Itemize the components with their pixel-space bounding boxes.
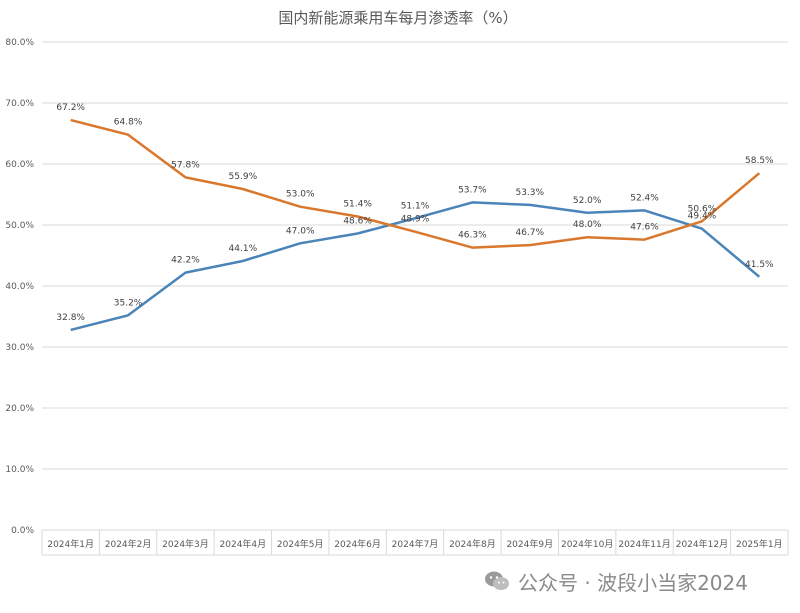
y-tick-label: 10.0%: [5, 465, 34, 475]
data-label: 50.6%: [688, 204, 717, 214]
chart-title: 国内新能源乘用车每月渗透率（%）: [278, 9, 517, 27]
watermark-text: 公众号 · 波段小当家2024: [518, 570, 748, 595]
y-tick-label: 70.0%: [5, 99, 34, 109]
data-label: 48.9%: [401, 215, 430, 225]
x-tick-label: 2024年9月: [506, 538, 553, 550]
watermark: 公众号 · 波段小当家2024: [484, 567, 748, 595]
x-axis-ticks: 2024年1月 2024年2月 2024年3月 2024年4月 2024年5月 2024年…: [47, 538, 782, 550]
data-label: 46.3%: [458, 231, 487, 241]
x-tick-label: 2024年1月: [47, 538, 94, 550]
data-label: 53.7%: [458, 185, 487, 195]
data-label: 48.0%: [573, 220, 602, 230]
x-tick-label: 2024年11月: [618, 538, 670, 550]
data-label: 55.9%: [229, 172, 258, 182]
y-tick-label: 50.0%: [5, 221, 34, 231]
data-labels: 32.8% 35.2% 42.2% 44.1% 47.0% 48.6% 51.1% 53.7%…: [56, 103, 774, 323]
data-label: 32.8%: [56, 313, 85, 323]
y-tick-label: 20.0%: [5, 404, 34, 414]
data-label: 51.4%: [343, 199, 372, 209]
y-tick-label: 80.0%: [5, 38, 34, 48]
x-tick-label: 2024年5月: [277, 538, 324, 550]
data-label: 64.8%: [114, 118, 143, 128]
data-label: 44.1%: [229, 244, 258, 254]
data-label: 52.4%: [630, 193, 659, 203]
x-tick-label: 2025年1月: [736, 538, 783, 550]
data-label: 51.1%: [401, 201, 430, 211]
x-tick-label: 2024年7月: [392, 538, 439, 550]
series-line-1: [70, 201, 761, 332]
data-label: 42.2%: [171, 256, 200, 266]
y-tick-label: 40.0%: [5, 282, 34, 292]
data-label: 35.2%: [114, 298, 143, 308]
wechat-icon: [485, 571, 509, 590]
data-label: 47.0%: [286, 226, 315, 236]
y-axis-ticks: 0.0% 10.0% 20.0% 30.0% 40.0% 50.0% 60.0% 70.0% 8…: [5, 38, 34, 536]
x-tick-label: 2024年6月: [334, 538, 381, 550]
x-tick-label: 2024年3月: [162, 538, 209, 550]
data-label: 53.3%: [515, 188, 544, 198]
x-tick-label: 2024年4月: [220, 538, 267, 550]
data-label: 53.0%: [286, 190, 315, 200]
data-label: 46.7%: [515, 228, 544, 238]
grid-lines: [41, 41, 789, 556]
y-tick-label: 60.0%: [5, 160, 34, 170]
data-label: 47.6%: [630, 223, 659, 233]
data-label: 67.2%: [56, 103, 85, 113]
x-tick-label: 2024年12月: [676, 538, 728, 550]
data-label: 48.6%: [343, 217, 372, 227]
series-line-2: [70, 118, 761, 249]
data-label: 41.5%: [745, 260, 774, 270]
x-tick-label: 2024年10月: [561, 538, 613, 550]
data-label: 49.4%: [688, 212, 717, 222]
series-lines: [70, 118, 761, 332]
y-tick-label: 0.0%: [11, 526, 34, 536]
data-label: 52.0%: [573, 196, 602, 206]
data-label: 57.8%: [171, 160, 200, 170]
y-tick-label: 30.0%: [5, 343, 34, 353]
data-label: 58.5%: [745, 156, 774, 166]
x-tick-label: 2024年8月: [449, 538, 496, 550]
x-tick-label: 2024年2月: [105, 538, 152, 550]
